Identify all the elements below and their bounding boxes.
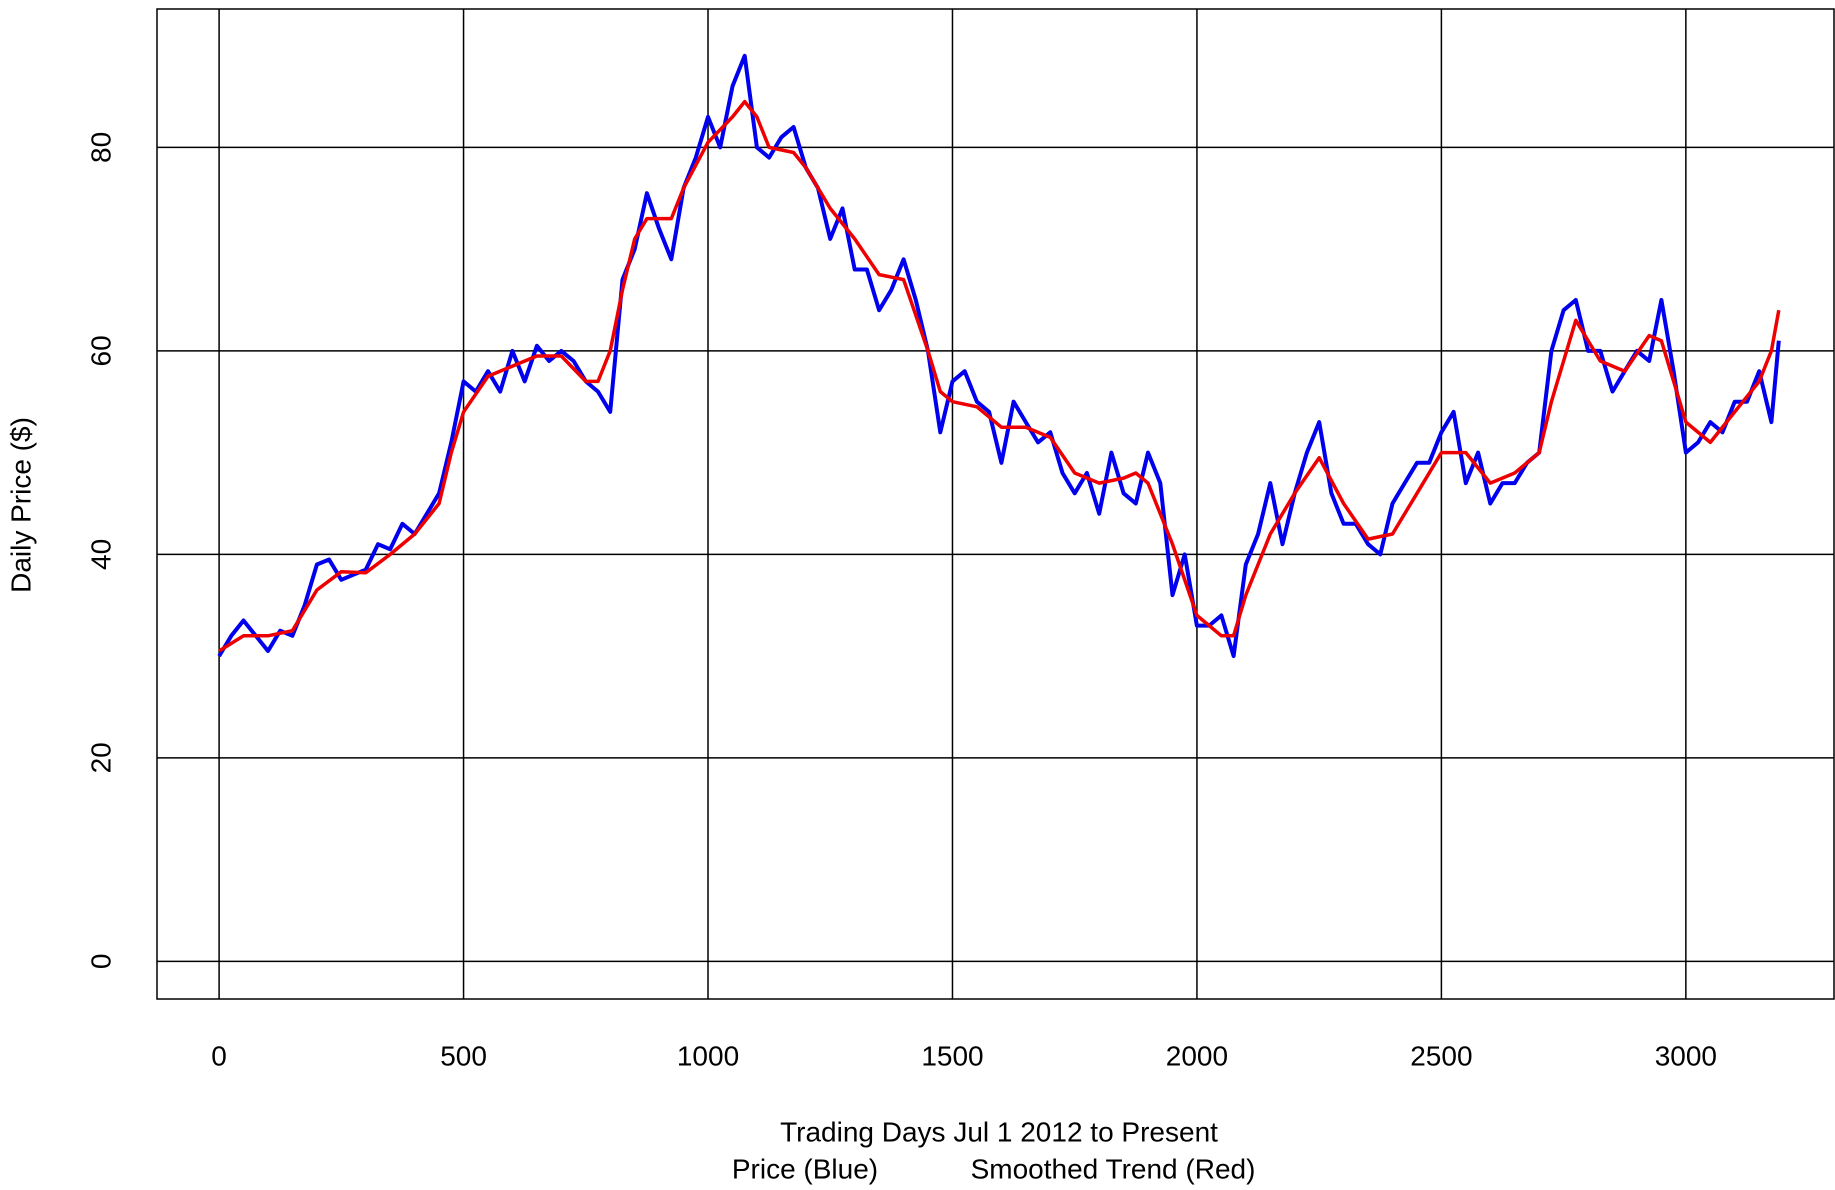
legend-label: Price (Blue) (732, 1153, 878, 1184)
legend-label: Smoothed Trend (Red) (971, 1153, 1256, 1184)
y-tick-label: 40 (85, 539, 116, 570)
x-axis-title: Trading Days Jul 1 2012 to Present (780, 1116, 1218, 1147)
x-tick-label: 2500 (1410, 1040, 1472, 1071)
x-tick-label: 0 (211, 1040, 227, 1071)
y-tick-label: 80 (85, 132, 116, 163)
x-tick-label: 2000 (1166, 1040, 1228, 1071)
price-line (217, 53, 1781, 659)
price-line (218, 99, 1781, 653)
x-tick-label: 500 (440, 1040, 487, 1071)
x-tick-label: 1000 (677, 1040, 739, 1071)
x-tick-label: 1500 (921, 1040, 983, 1071)
x-tick-label: 3000 (1655, 1040, 1717, 1071)
y-axis-title: Daily Price ($) (5, 417, 36, 593)
y-tick-label: 0 (85, 954, 116, 970)
plot-frame (156, 8, 1835, 1000)
y-tick-label: 60 (85, 335, 116, 366)
y-tick-label: 20 (85, 742, 116, 773)
